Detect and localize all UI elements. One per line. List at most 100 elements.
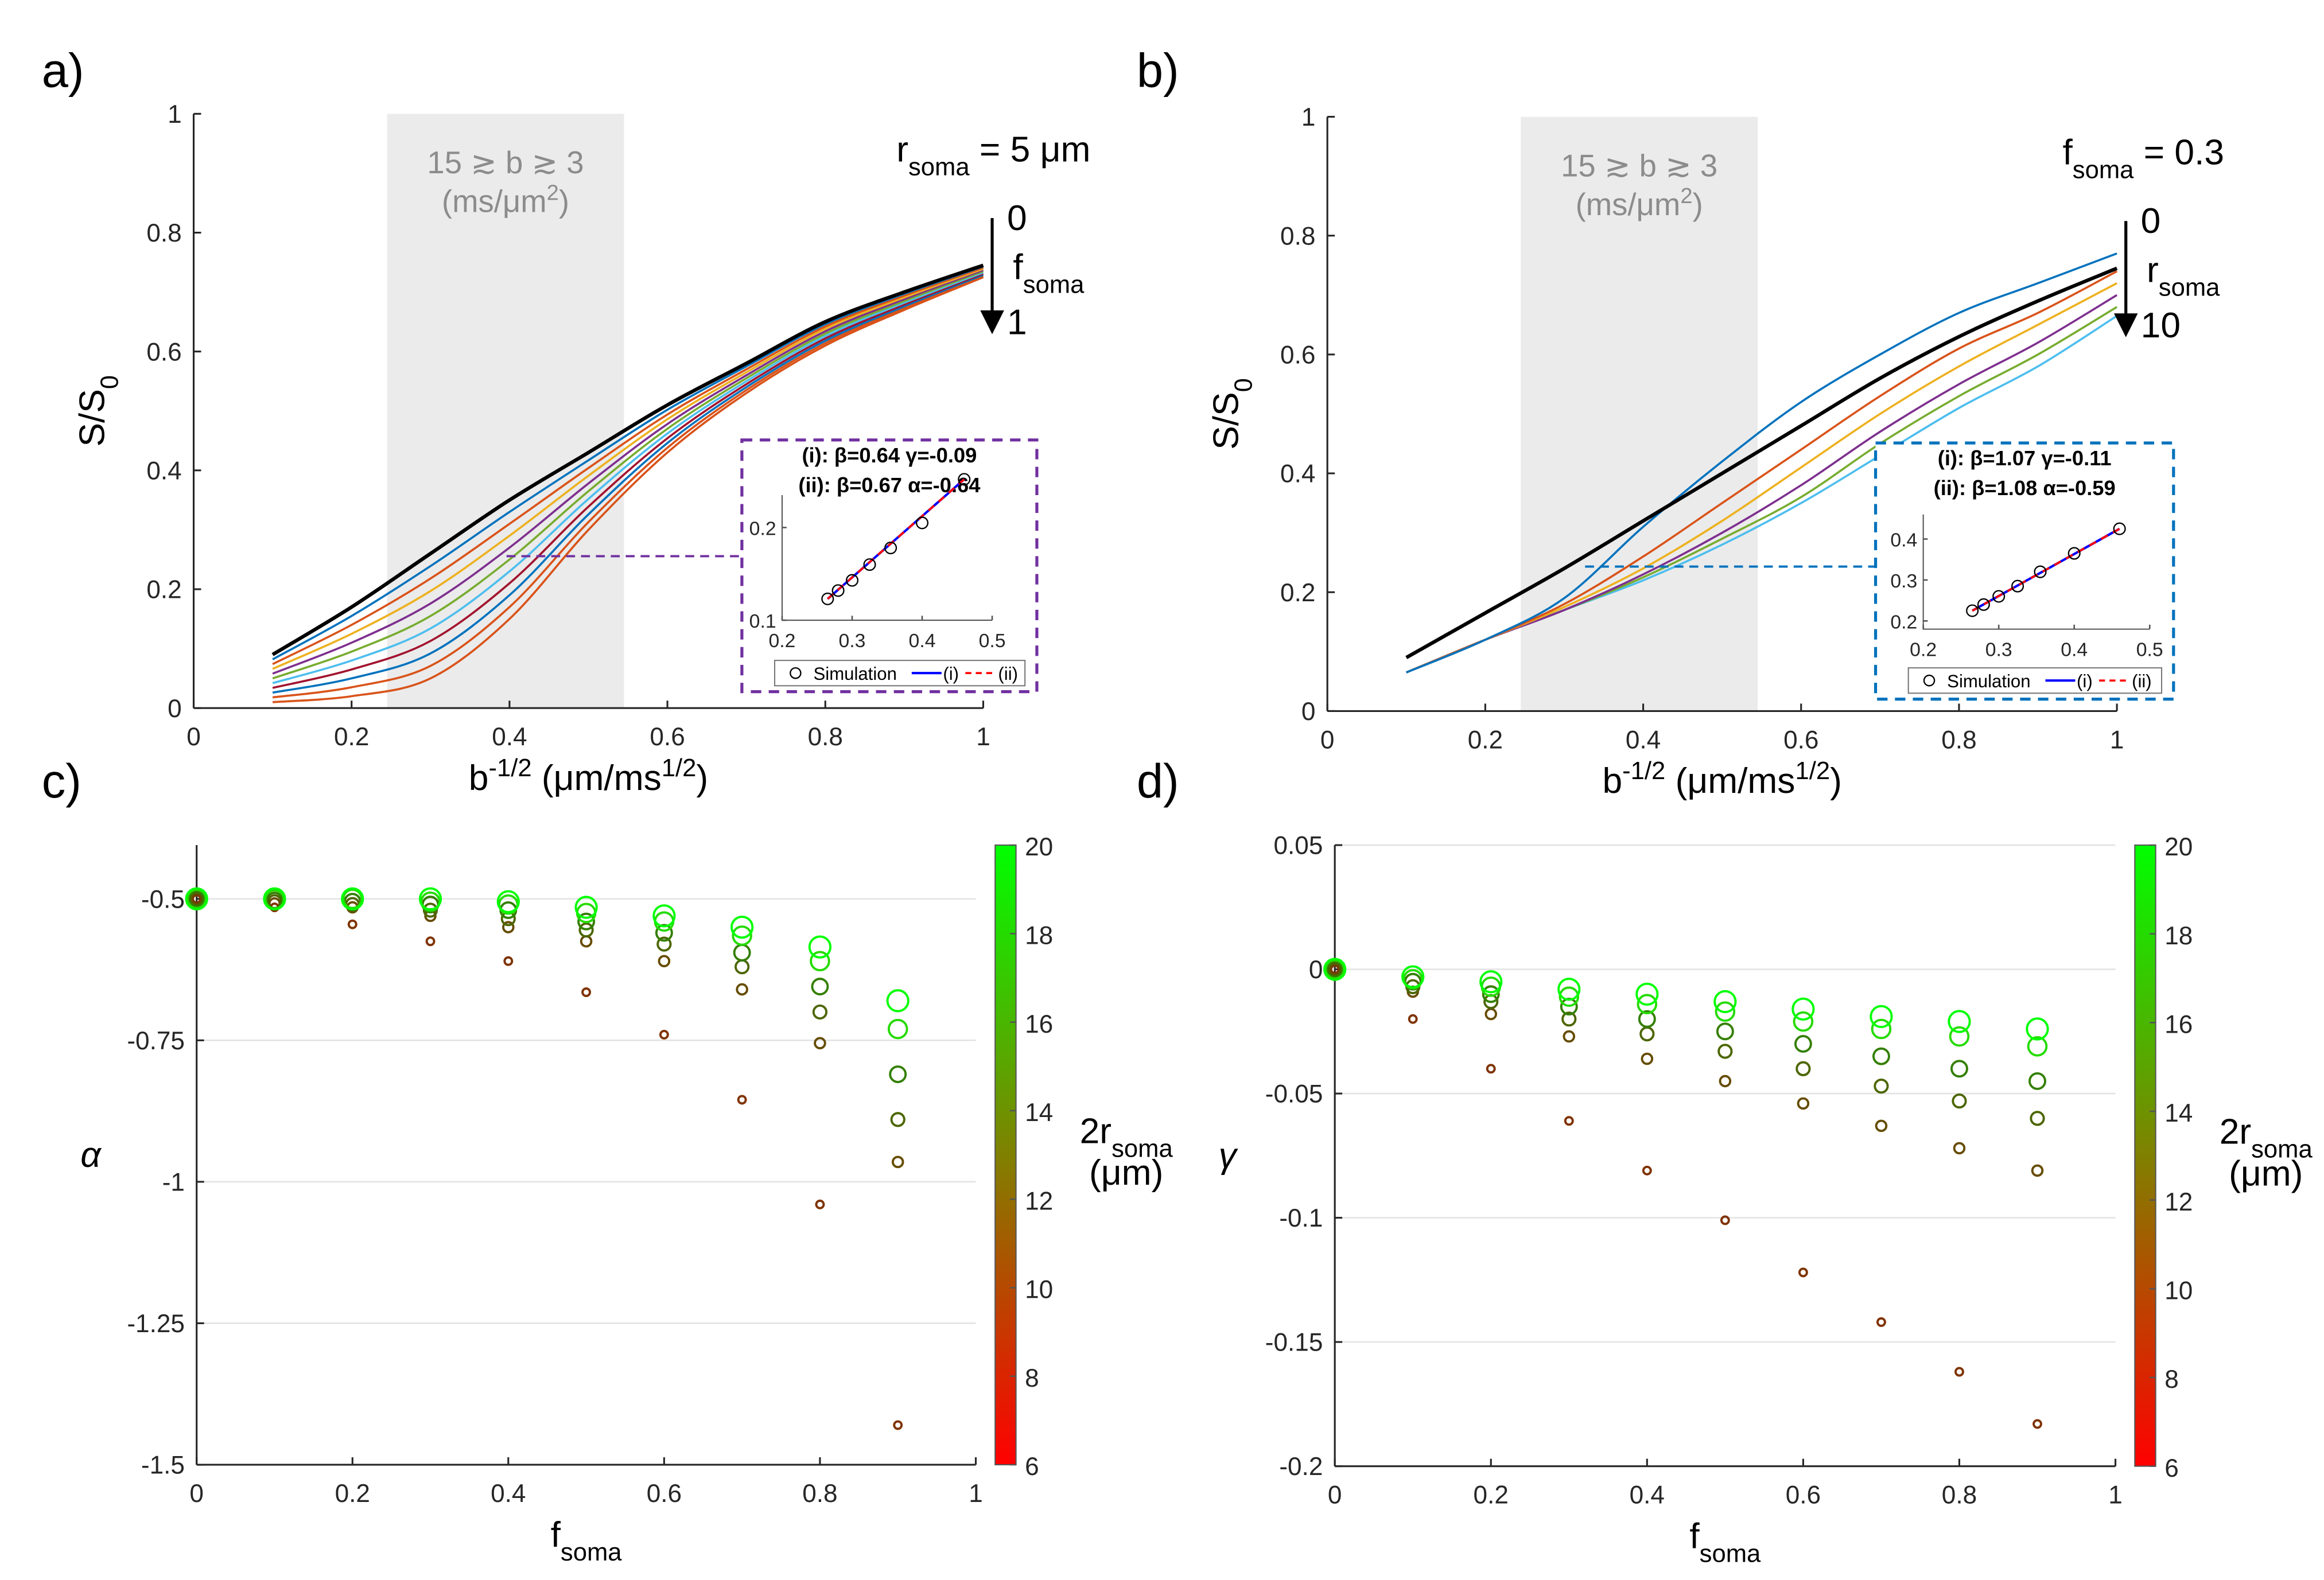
scatter-point [581, 987, 592, 997]
scatter-point [347, 919, 357, 929]
label-part: 2 [547, 180, 559, 205]
scatter-point [890, 1112, 905, 1127]
scatter-point [1638, 1010, 1656, 1028]
x-tick-label: 0.4 [1626, 726, 1661, 754]
colorbar-tick-label: 6 [2164, 1454, 2179, 1482]
scatter-point [1408, 1014, 1418, 1024]
y-axis-label: S/S0 [1206, 378, 1257, 450]
series-line-0 [271, 263, 984, 656]
series-line-1 [272, 265, 984, 660]
scatter-point [1642, 1165, 1652, 1176]
legend-circle-icon [790, 667, 802, 679]
label-part: (μm/ms [532, 758, 662, 798]
inset-x-tick-label: 0.5 [2136, 639, 2163, 660]
inset-y-tick-label: 0.2 [749, 517, 776, 539]
inset-x-tick-label: 0.4 [909, 630, 936, 652]
legend-label-i: (i) [943, 664, 959, 684]
label-part: 1/2 [662, 754, 697, 782]
x-tick-label: 0.6 [1783, 726, 1818, 754]
label-part: soma [2159, 274, 2220, 302]
y-tick-label: 0.6 [1280, 341, 1315, 369]
inset-simulation-point [831, 584, 845, 597]
label-part: γ [1219, 1136, 1239, 1176]
scatter-point [418, 887, 442, 910]
label-part: soma [1112, 1135, 1173, 1162]
scatter-point [808, 935, 832, 959]
scatter-point [1872, 1047, 1890, 1065]
scatter-point [1328, 963, 1341, 976]
scatter-point [1326, 960, 1344, 979]
colorbar-tick-label: 18 [1025, 922, 1053, 950]
x-tick-label: 0.2 [1468, 726, 1503, 754]
x-axis-label: fsoma [551, 1515, 623, 1566]
colorbar-tick-label: 20 [2164, 833, 2193, 861]
scatter-point [891, 1155, 904, 1169]
legend-circle-icon [1923, 674, 1936, 687]
label-part: r [896, 130, 908, 169]
y-tick-label: 0.2 [1280, 579, 1315, 607]
colorbar [994, 845, 1017, 1466]
inset-simulation-point [2067, 547, 2081, 560]
x-tick-label: 0.2 [335, 1480, 370, 1508]
scatter-point [496, 890, 520, 913]
label-part: soma [908, 153, 970, 181]
scatter-point [659, 1030, 669, 1040]
band-label-unit: (ms/μm2) [1576, 183, 1703, 222]
x-tick-label: 1 [2110, 726, 2124, 754]
inset-simulation-point [915, 516, 929, 530]
scatter-point [1559, 986, 1580, 1007]
scatter-point [886, 989, 910, 1013]
scatter-point [814, 1037, 826, 1050]
y-tick-label: 0.8 [1280, 222, 1315, 250]
scatter-point [2026, 1017, 2049, 1041]
y-tick-label: 1 [1301, 103, 1316, 131]
inset-y-tick-label: 0.1 [749, 610, 776, 632]
scatter-point [1637, 994, 1658, 1014]
scatter-point [263, 887, 286, 910]
inset-x-tick-label: 0.5 [979, 630, 1006, 652]
band-label-range: 15 ≳ b ≳ 3 [427, 145, 584, 180]
scatter-point [1479, 970, 1503, 994]
scatter-point [192, 894, 202, 904]
scatter-point [1713, 990, 1737, 1013]
scatter-point [733, 944, 751, 962]
x-tick-label: 0 [1328, 1481, 1342, 1509]
x-tick-label: 0.4 [492, 723, 527, 751]
scatter-point [189, 891, 204, 906]
y-axis-label: γ [1219, 1136, 1239, 1176]
scatter-point [1719, 1075, 1732, 1088]
scatter-point [655, 924, 673, 942]
legend-label-ii: (ii) [998, 664, 1018, 684]
scatter-point [812, 1004, 828, 1020]
legend-label-simulation: Simulation [1947, 671, 2030, 691]
arrow-start-label: 0 [2141, 201, 2161, 241]
scatter-point [188, 890, 206, 908]
label-part: = 5 μm [970, 130, 1091, 169]
label-part: soma [1023, 271, 1085, 299]
inset-simulation-point [2113, 522, 2126, 535]
scatter-point [1949, 1026, 1970, 1047]
scatter-point [1794, 1035, 1812, 1053]
inset-y-tick-label: 0.4 [1890, 530, 1917, 551]
colorbar-tick-label: 16 [2164, 1011, 2193, 1039]
scatter-point [656, 936, 672, 952]
panel-c: c)0 0.2 0.4 0.6 0.8 1-1.5-1.25-1-0.75-0.5fsom… [42, 754, 1173, 1566]
arrow-parameter-label: fsoma [1013, 248, 1085, 299]
x-tick-label: 0.8 [1942, 1481, 1977, 1509]
x-tick-label: 0.4 [491, 1480, 526, 1508]
label-part: S/S [1206, 392, 1246, 449]
series-line-0 [1405, 266, 2118, 659]
scatter-point [1875, 1119, 1888, 1133]
x-tick-label: 1 [976, 723, 990, 751]
scatter-point [574, 896, 598, 919]
inset-simulation-point [863, 558, 876, 571]
series-line-10 [272, 276, 984, 703]
scatter-point [1948, 1010, 1971, 1033]
y-tick-label: 0.2 [146, 576, 181, 604]
scatter-point [1327, 962, 1343, 977]
label-part: 2 [1680, 183, 1692, 208]
label-part: ) [696, 758, 708, 798]
inset-y-tick-label: 0.3 [1890, 570, 1917, 592]
x-tick-label: 0.6 [647, 1480, 682, 1508]
y-tick-label: -1 [162, 1168, 185, 1196]
